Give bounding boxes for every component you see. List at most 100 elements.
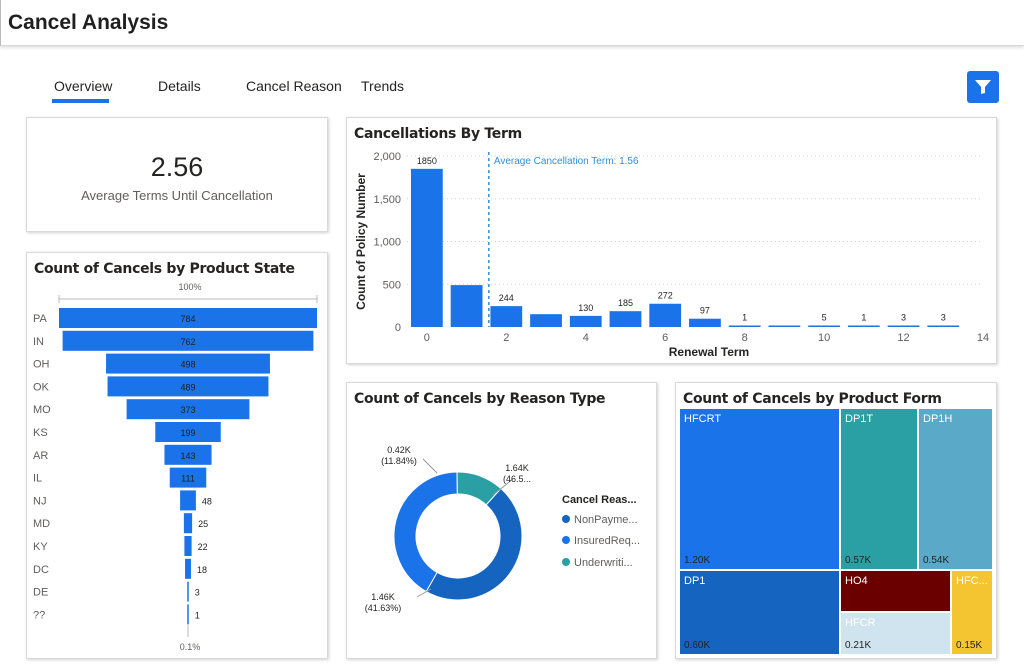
term-bar: [410, 168, 443, 327]
term-bar: [490, 306, 523, 327]
y-axis-title: Count of Policy Number: [354, 173, 368, 310]
tab-overview[interactable]: Overview: [54, 78, 113, 94]
legend-item-nonpayment[interactable]: NonPayme...: [562, 514, 638, 526]
state-category-label: ??: [33, 609, 45, 621]
leader-line: [492, 478, 514, 496]
term-bar-label: 3: [941, 313, 946, 323]
treemap-value: 0.21K: [845, 640, 872, 651]
treemap-cell-dp1[interactable]: DP1 0.60K: [680, 571, 841, 656]
state-category-label: KS: [33, 427, 48, 439]
y-tick-label: 2,000: [373, 151, 401, 163]
term-bar: [450, 285, 483, 327]
x-tick-label: 4: [583, 332, 589, 344]
treemap-cell-ho4[interactable]: HO4: [841, 571, 952, 613]
treemap-label: DP1: [684, 575, 706, 587]
state-bar-label: 3: [195, 588, 200, 598]
treemap-value: 0.57K: [845, 555, 872, 566]
treemap-cell-dp1h[interactable]: DP1H 0.54K: [919, 409, 994, 571]
term-bar: [609, 311, 642, 327]
legend-dot: [562, 536, 570, 544]
state-funnel-chart: 100% PA 784 IN 762 OH 498 OK 489 MO 373 KS 199 AR 143 I…: [33, 282, 318, 652]
x-tick-label: 2: [503, 332, 509, 344]
treemap-cell-hfcr[interactable]: HFCR 0.21K: [841, 613, 952, 656]
tab-details[interactable]: Details: [158, 78, 201, 94]
tab-cancel-reason[interactable]: Cancel Reason: [246, 78, 342, 94]
reason-legend-title: Cancel Reas...: [562, 494, 637, 506]
state-bar-label: 199: [180, 428, 195, 438]
state-bar: [155, 422, 221, 442]
term-bar-chart: 0 500 1,000 1,500 2,000 0 2 4 6 8 10 12 14 1850 244 130…: [354, 151, 989, 359]
leader-line: [416, 588, 432, 598]
slice-pct-label: (41.63%): [365, 603, 402, 613]
x-axis-title: Renewal Term: [669, 345, 749, 359]
state-chart-title: Count of Cancels by Product State: [34, 261, 295, 277]
state-bar-label: 373: [180, 405, 195, 415]
y-tick-label: 0: [395, 322, 401, 334]
treemap-cell-hfcrt[interactable]: HFCRT 1.20K: [680, 409, 841, 571]
kpi-card: 2.56 Average Terms Until Cancellation: [26, 117, 328, 232]
state-bar: [59, 308, 317, 328]
term-bar: [689, 318, 721, 327]
term-bar: [768, 325, 801, 327]
form-chart-title: Count of Cancels by Product Form: [683, 391, 942, 407]
treemap-cell-dp1t[interactable]: DP1T 0.57K: [841, 409, 919, 571]
term-chart-title: Cancellations By Term: [354, 126, 522, 142]
state-category-label: AR: [33, 450, 48, 462]
funnel-top-label: 100%: [178, 282, 201, 292]
state-category-label: MO: [33, 404, 51, 416]
funnel-bottom-label: 0.1%: [180, 642, 201, 652]
treemap-label: DP1T: [845, 413, 874, 425]
term-bar-label: 1: [742, 313, 747, 323]
slice-pct-label: (11.84%): [381, 456, 417, 466]
state-bar-label: 489: [180, 382, 195, 392]
term-bar: [649, 303, 682, 327]
treemap-value: 0.60K: [684, 640, 711, 651]
state-bar-label: 143: [180, 451, 195, 461]
slice-value-label: 1.64K: [505, 463, 529, 473]
legend-dot: [562, 515, 570, 523]
filter-button[interactable]: [967, 71, 999, 103]
state-bar-label: 498: [180, 360, 195, 370]
treemap-label: HFC...: [956, 575, 988, 587]
state-bar: [183, 513, 193, 534]
header-edge: [0, 0, 1, 46]
x-tick-label: 6: [662, 332, 668, 344]
state-category-label: IL: [33, 473, 42, 485]
state-bar-label: 784: [180, 314, 195, 324]
form-treemap: HFCRT 1.20K DP1T 0.57K DP1H 0.54K DP1 0.…: [680, 409, 994, 656]
state-bar-label: 48: [202, 496, 212, 506]
state-bar: [106, 353, 270, 374]
x-tick-label: 12: [897, 332, 909, 344]
state-category-label: DE: [33, 587, 48, 599]
treemap-cell-hfc[interactable]: HFC... 0.15K: [952, 571, 994, 656]
state-category-label: IN: [33, 336, 44, 348]
term-bar-label: 1850: [417, 156, 437, 166]
legend-label: Underwriti...: [574, 557, 633, 569]
reference-line-label: Average Cancellation Term: 1.56: [494, 156, 639, 167]
treemap-label: HFCRT: [684, 413, 722, 425]
leader-line: [422, 458, 438, 474]
slice-value-label: 0.42K: [387, 445, 411, 455]
x-tick-label: 10: [818, 332, 830, 344]
kpi-value: 2.56: [150, 152, 204, 182]
treemap-value: 0.15K: [956, 640, 983, 651]
state-category-label: NJ: [33, 495, 46, 507]
legend-label: NonPayme...: [574, 514, 638, 526]
state-bar-label: 111: [181, 474, 195, 484]
term-bar-label: 185: [618, 298, 633, 308]
reason-chart-title: Count of Cancels by Reason Type: [354, 391, 606, 407]
state-category-label: MD: [33, 518, 50, 530]
state-bar: [62, 330, 314, 351]
state-chart-card: Count of Cancels by Product State 100% PA…: [26, 252, 328, 659]
term-bar: [808, 325, 840, 327]
state-bar-label: 22: [198, 542, 208, 552]
x-tick-label: 8: [742, 332, 748, 344]
legend-item-insured-request[interactable]: InsuredReq...: [562, 535, 640, 547]
treemap-label: HO4: [845, 575, 868, 587]
term-bar: [530, 314, 562, 327]
term-bar: [569, 315, 602, 327]
active-tab-indicator: [52, 99, 109, 103]
tab-trends[interactable]: Trends: [361, 78, 405, 94]
legend-item-underwriting[interactable]: Underwriti...: [562, 557, 633, 569]
term-bar-label: 1: [861, 313, 866, 323]
